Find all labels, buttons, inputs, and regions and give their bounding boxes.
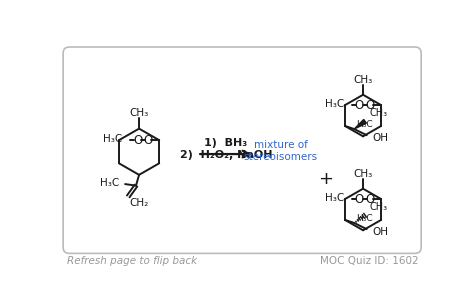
Text: H₃C: H₃C bbox=[325, 99, 344, 109]
Text: +: + bbox=[319, 170, 333, 188]
Text: O: O bbox=[366, 99, 375, 112]
Text: O: O bbox=[355, 99, 364, 112]
Text: H₃C: H₃C bbox=[356, 120, 373, 129]
Text: OH: OH bbox=[373, 227, 389, 237]
Text: CH₃: CH₃ bbox=[354, 75, 373, 85]
Text: mixture of
stereoisomers: mixture of stereoisomers bbox=[244, 140, 318, 162]
FancyBboxPatch shape bbox=[63, 47, 421, 253]
Text: 1)  BH₃: 1) BH₃ bbox=[204, 138, 247, 148]
Text: H₃C: H₃C bbox=[356, 214, 373, 223]
Text: CH₃: CH₃ bbox=[370, 202, 388, 212]
Text: Refresh page to flip back: Refresh page to flip back bbox=[67, 256, 197, 266]
Text: H₃C: H₃C bbox=[100, 178, 119, 188]
Text: MOC Quiz ID: 1602: MOC Quiz ID: 1602 bbox=[320, 256, 419, 266]
Text: CH₃: CH₃ bbox=[354, 169, 373, 179]
Polygon shape bbox=[354, 120, 366, 129]
Text: CH₃: CH₃ bbox=[129, 108, 149, 118]
Text: O: O bbox=[366, 193, 375, 206]
Text: H₃C: H₃C bbox=[325, 193, 344, 203]
Text: CH₂: CH₂ bbox=[130, 198, 149, 207]
Text: O: O bbox=[133, 134, 142, 147]
Text: O: O bbox=[355, 193, 364, 206]
Text: OH: OH bbox=[373, 133, 389, 143]
Text: H₃C: H₃C bbox=[103, 134, 122, 144]
Text: 2)  H₂O₂, NaOH: 2) H₂O₂, NaOH bbox=[180, 150, 272, 160]
Text: CH₃: CH₃ bbox=[370, 108, 388, 118]
Text: O: O bbox=[144, 134, 153, 147]
